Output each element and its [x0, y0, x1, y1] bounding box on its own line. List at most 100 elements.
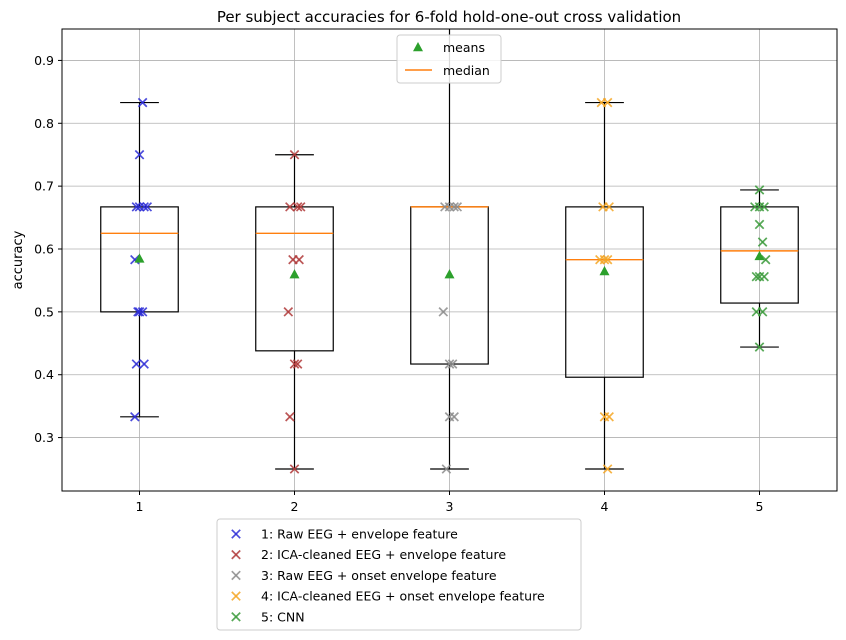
axis-ticks: 0.3 0.4 0.5 0.6 0.7 0.8 0.9 1 2 3 4 5 [34, 53, 763, 514]
x-tick-label: 4 [601, 499, 609, 514]
series-5-point [759, 271, 769, 282]
series-1-point-stroke-b [134, 149, 145, 160]
legend-series-3-marker [231, 570, 241, 581]
series-3-points [438, 202, 463, 474]
series-4-point [602, 254, 613, 265]
box-4 [565, 101, 644, 470]
series-2-point-stroke-b [292, 359, 303, 369]
series-3-point [449, 412, 459, 422]
series-5-point [754, 342, 765, 352]
series-3-point [447, 359, 458, 369]
iqr-box [565, 206, 644, 378]
legend-series-1-marker-stroke-b [231, 529, 241, 539]
series-1-point-stroke-b [139, 202, 149, 212]
series-5-point-stroke-b [759, 271, 769, 282]
series-2-point [285, 202, 295, 212]
series-5-point-stroke-b [754, 342, 765, 352]
series-2-point [295, 202, 306, 212]
series-2-point-stroke-b [285, 412, 295, 422]
series-1-point-stroke-b [133, 307, 143, 317]
mean-marker [444, 269, 455, 279]
series-2-point-stroke-b [285, 202, 295, 212]
series-2-point-stroke-b [292, 202, 303, 212]
series-3-point-stroke-b [441, 464, 452, 474]
series-4-point [604, 202, 614, 212]
y-axis-label: accuracy [11, 230, 26, 289]
series-2-point [289, 359, 300, 369]
series-4-point-stroke-b [604, 412, 614, 422]
series-4-point-stroke-b [599, 254, 610, 265]
series-5-point-stroke-b [757, 237, 768, 247]
legend-median-label: median [443, 63, 490, 78]
scatter-points [130, 97, 771, 474]
series-5-point-stroke-b [757, 307, 768, 317]
series-5-point-stroke-b [751, 271, 762, 282]
series-1-point [131, 202, 142, 212]
legend-series-1-marker [231, 529, 241, 539]
series-3-point-stroke-b [449, 202, 459, 212]
series-1-point [134, 149, 145, 160]
legend-series-2-marker [231, 549, 241, 560]
series-1-point-stroke-b [130, 412, 140, 422]
legend-series-4-marker-stroke-b [231, 591, 241, 601]
series-1-point-stroke-b [131, 359, 142, 369]
x-tick-label: 5 [756, 499, 764, 514]
series-3-point-stroke-b [447, 359, 458, 369]
series-5-point [757, 307, 768, 317]
y-tick-label: 0.5 [34, 304, 54, 319]
bottom-legend: 1: Raw EEG + envelope feature 2: ICA-clea… [216, 518, 582, 631]
x-tick-label: 2 [291, 499, 299, 514]
series-2-point [289, 149, 300, 160]
series-4-point [602, 464, 613, 474]
series-5-point [757, 237, 768, 247]
series-3-point [452, 202, 463, 212]
series-2-point [283, 307, 294, 317]
legend-series-2-marker-stroke-b [231, 549, 241, 560]
series-3-point-stroke-b [444, 359, 455, 369]
series-3-point [444, 359, 455, 369]
legend-mean-marker [413, 42, 423, 52]
series-2-point [294, 254, 304, 265]
series-4-point-stroke-b [602, 464, 613, 474]
series-5-point [754, 185, 765, 195]
legend-series-3-marker-stroke-b [231, 570, 241, 581]
iqr-box [255, 206, 334, 352]
legend-series-5-label: 5: CNN [261, 609, 305, 624]
series-5-point-stroke-b [760, 254, 771, 265]
series-5-point [754, 219, 765, 230]
legend-series-4-marker [231, 591, 241, 601]
mean-marker [289, 269, 300, 279]
series-1-point [131, 359, 142, 369]
series-1-point [139, 359, 149, 369]
series-4-point [599, 254, 610, 265]
series-2-point-stroke-b [295, 202, 306, 212]
series-1-point-stroke-b [137, 97, 148, 108]
mean-marker [134, 253, 145, 263]
series-4-point-stroke-b [602, 97, 613, 108]
series-1-point-stroke-b [142, 202, 153, 212]
series-2-point-stroke-b [289, 359, 300, 369]
series-2-point [285, 412, 295, 422]
series-2-point-stroke-b [289, 464, 300, 474]
y-tick-label: 0.3 [34, 430, 54, 445]
series-5-point-stroke-b [754, 219, 765, 230]
series-3-point [441, 464, 452, 474]
series-2-point-stroke-b [289, 149, 300, 160]
series-3-point-stroke-b [449, 412, 459, 422]
series-5-point [759, 202, 769, 212]
series-1-points [130, 97, 153, 422]
series-3-point-stroke-b [452, 202, 463, 212]
legend-series-1-label: 1: Raw EEG + envelope feature [261, 527, 458, 542]
y-tick-label: 0.4 [34, 367, 54, 382]
series-1-point-stroke-b [139, 359, 149, 369]
x-tick-label: 3 [446, 499, 454, 514]
series-3-point [449, 202, 459, 212]
top-legend: means median [396, 34, 502, 84]
series-3-point-stroke-b [438, 307, 449, 317]
series-2-points [283, 149, 306, 474]
mean-marker [754, 250, 765, 261]
series-3-point [438, 307, 449, 317]
legend-series-5-marker-stroke-b [231, 611, 241, 622]
series-4-point-stroke-b [602, 254, 613, 265]
